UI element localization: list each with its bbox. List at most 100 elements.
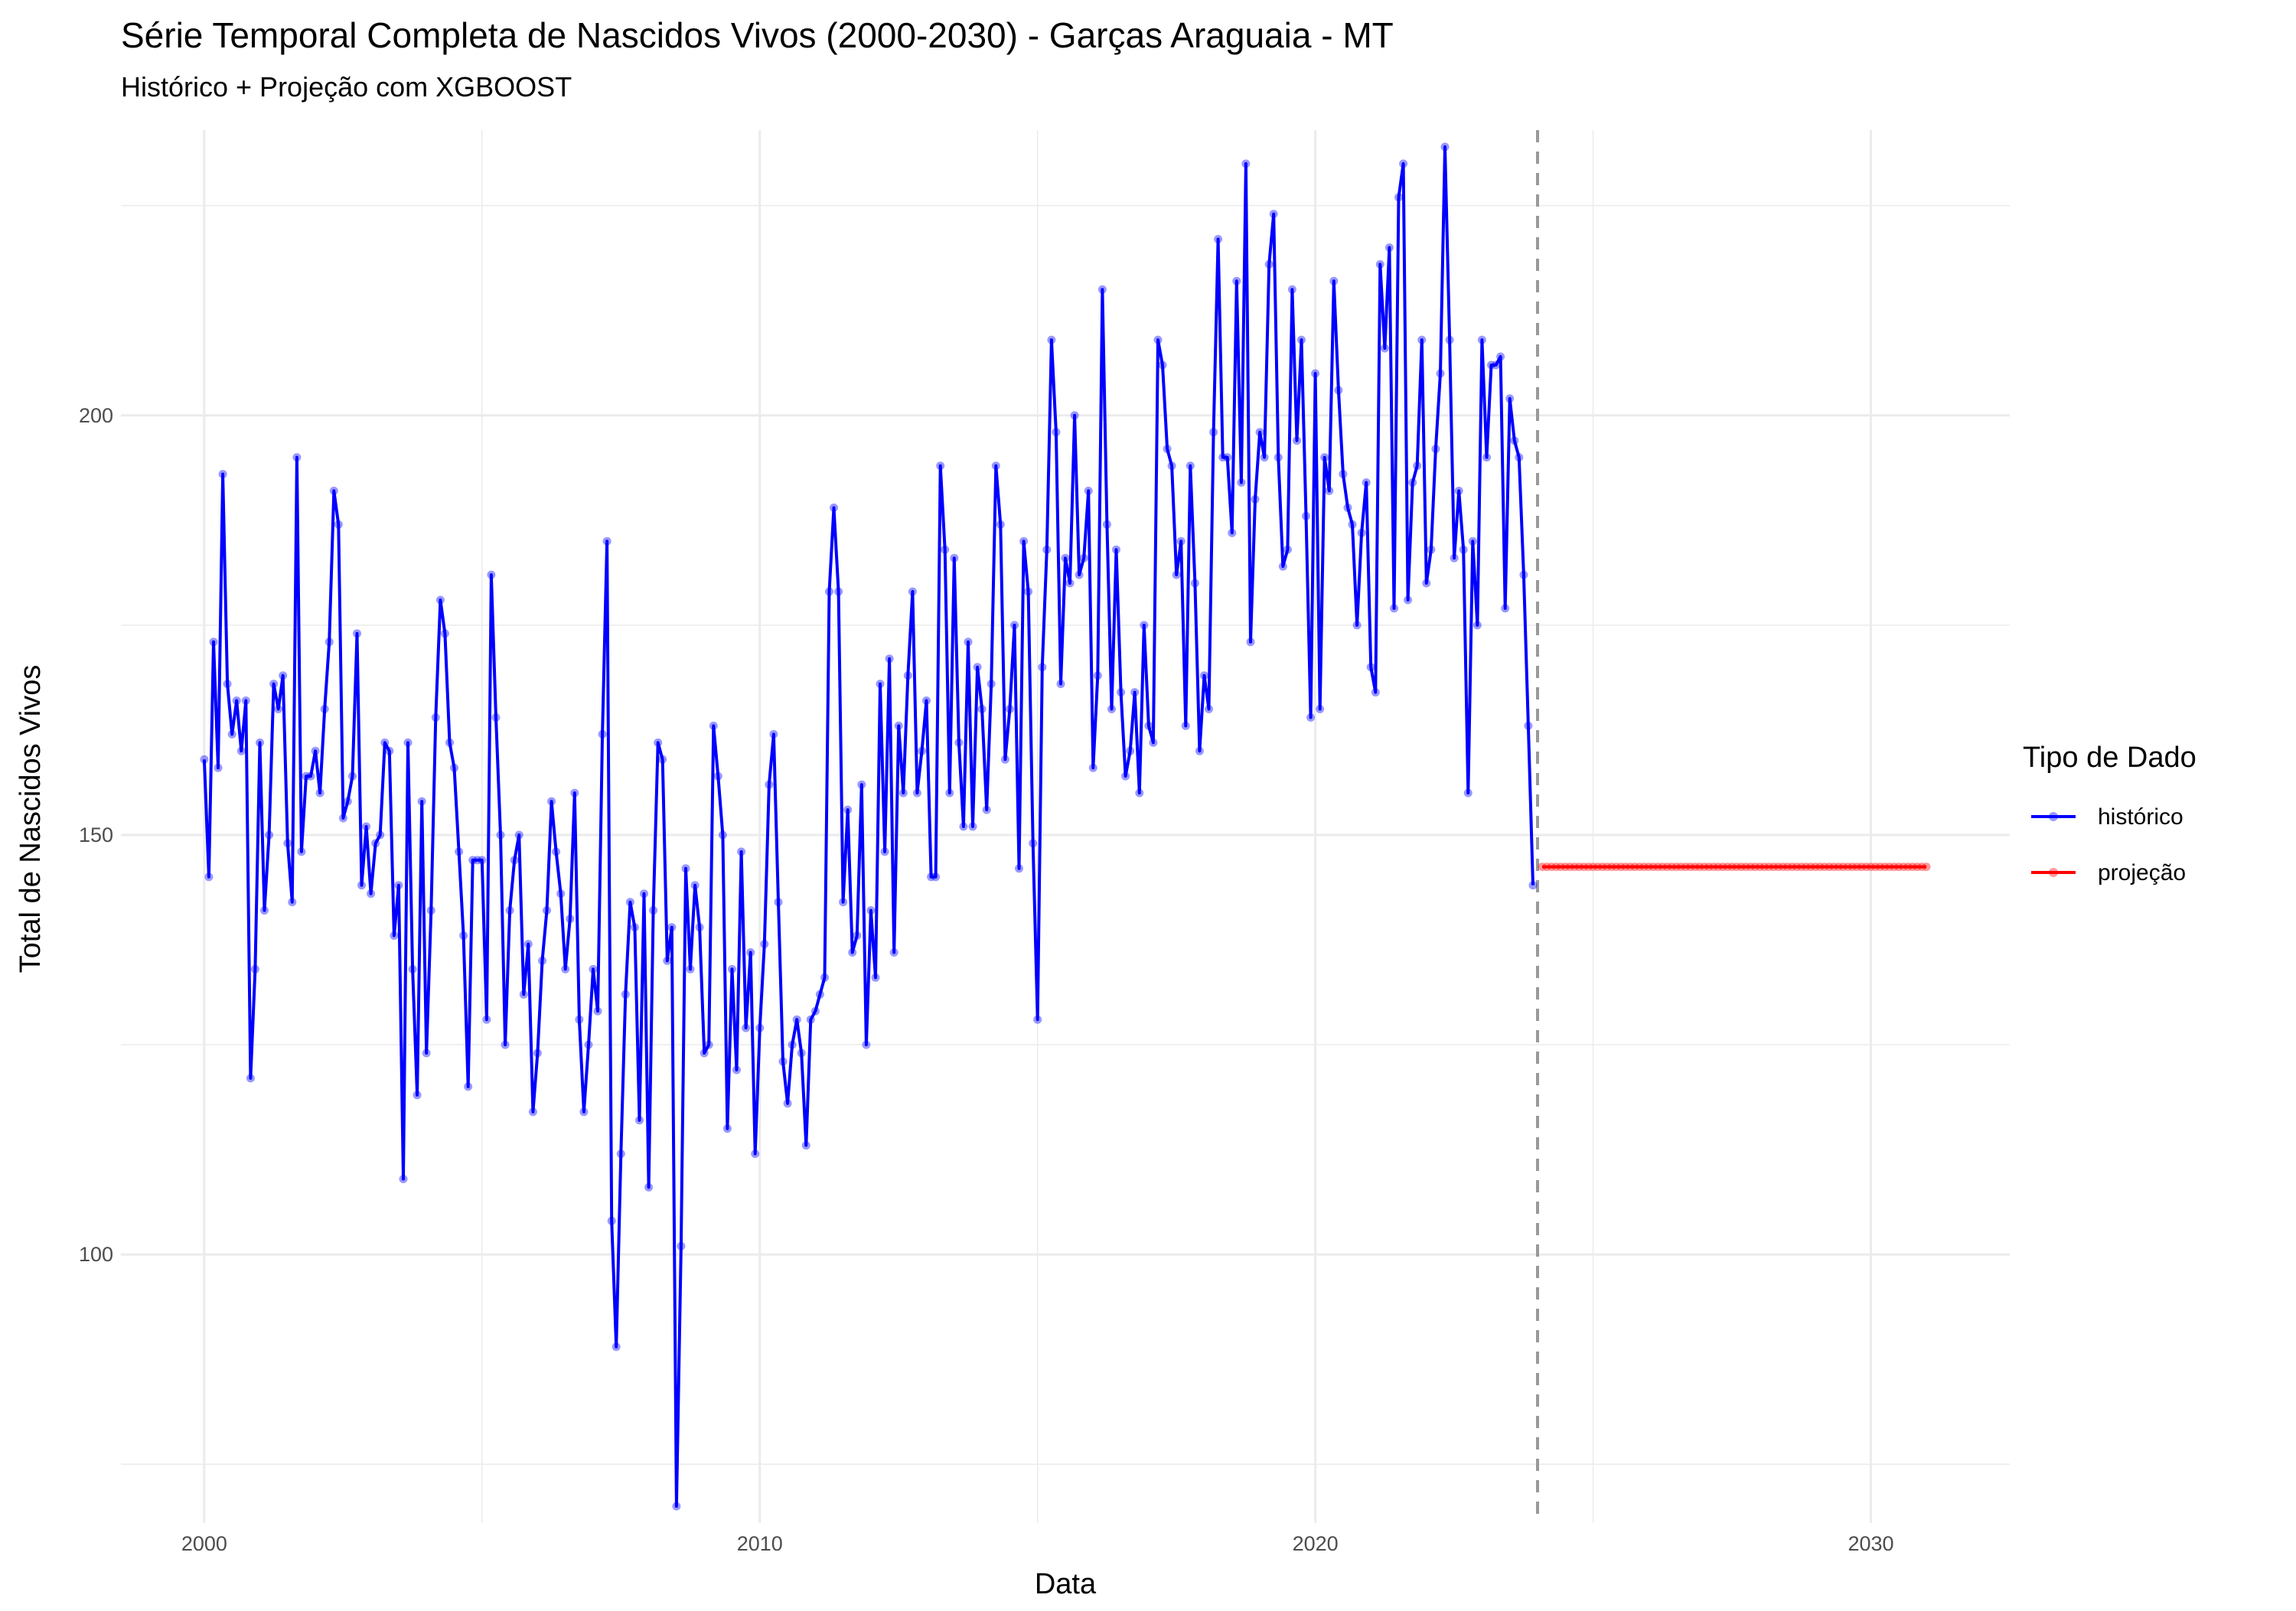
data-point-projecao [1565, 863, 1574, 872]
data-point-historico [1524, 721, 1533, 730]
data-point-projecao [1797, 863, 1806, 872]
data-point-historico [1339, 470, 1348, 478]
data-point-historico [1200, 671, 1208, 680]
data-point-historico [602, 536, 612, 546]
data-point-historico [435, 595, 445, 605]
data-point-historico [1445, 335, 1454, 344]
data-point-historico [403, 738, 413, 747]
data-point-historico [954, 738, 964, 747]
data-point-projecao [1848, 863, 1857, 872]
data-point-historico [1306, 713, 1316, 722]
data-point-historico [1088, 763, 1097, 772]
data-point-historico [1413, 461, 1422, 471]
x-tick-label: 2020 [1293, 1532, 1339, 1555]
data-point-historico [1316, 705, 1325, 713]
y-tick-labels: 100 150 200 [79, 404, 113, 1266]
data-point-historico [695, 923, 704, 932]
data-point-historico [1515, 453, 1524, 462]
data-point-historico [353, 629, 361, 638]
chart-title: Série Temporal Completa de Nascidos Vivo… [121, 15, 1394, 55]
series-projecao [1538, 863, 1931, 872]
data-point-historico [1121, 771, 1130, 781]
data-point-historico [1352, 621, 1362, 630]
data-point-historico [783, 1099, 792, 1108]
data-point-projecao [1644, 863, 1653, 872]
data-point-historico [519, 990, 528, 999]
data-point-projecao [1788, 863, 1797, 872]
data-point-historico [1482, 453, 1491, 462]
data-point-historico [1061, 553, 1070, 563]
data-point-historico [348, 771, 357, 781]
data-point-historico [1459, 545, 1468, 554]
data-point-historico [459, 931, 468, 940]
data-point-historico [681, 864, 690, 873]
data-point-historico [959, 822, 968, 831]
data-point-historico [1320, 453, 1329, 462]
data-point-historico [635, 1116, 644, 1125]
data-point-historico [1501, 604, 1510, 613]
data-point-historico [1163, 445, 1172, 454]
data-point-historico [1015, 864, 1023, 873]
data-point-historico [1362, 478, 1371, 487]
data-point-projecao [1547, 863, 1556, 872]
data-point-projecao [1672, 863, 1681, 872]
data-point-projecao [1908, 863, 1917, 872]
data-point-historico [256, 738, 264, 747]
data-point-historico [283, 839, 292, 848]
data-point-historico [1056, 680, 1065, 689]
data-point-projecao [1871, 863, 1880, 872]
data-point-historico [1112, 545, 1120, 554]
data-point-historico [561, 964, 570, 973]
data-point-projecao [1885, 863, 1894, 872]
x-tick-label: 2030 [1848, 1532, 1893, 1555]
y-tick-label: 100 [79, 1243, 113, 1266]
data-point-historico [1278, 562, 1287, 571]
data-point-historico [1260, 453, 1269, 462]
data-point-historico [769, 729, 778, 739]
data-point-projecao [1538, 863, 1547, 872]
data-point-historico [941, 545, 950, 554]
data-point-historico [570, 788, 579, 797]
data-point-historico [1375, 259, 1384, 269]
data-point-projecao [1806, 863, 1815, 872]
data-point-projecao [1570, 863, 1579, 872]
data-point-historico [408, 964, 417, 973]
data-point-historico [922, 696, 931, 705]
data-point-historico [991, 461, 1000, 471]
data-point-projecao [1561, 863, 1570, 872]
data-point-historico [306, 771, 315, 781]
data-point-historico [367, 889, 376, 898]
data-point-historico [1237, 478, 1246, 487]
x-tick-label: 2010 [737, 1532, 783, 1555]
data-point-historico [690, 881, 700, 890]
data-point-historico [288, 898, 297, 907]
data-point-historico [918, 746, 926, 755]
data-point-historico [1477, 335, 1486, 344]
data-point-historico [964, 638, 973, 647]
data-point-historico [1144, 721, 1153, 730]
data-point-projecao [1542, 863, 1551, 872]
data-point-projecao [1764, 863, 1773, 872]
data-point-historico [663, 956, 672, 965]
data-point-historico [722, 1124, 732, 1133]
data-point-projecao [1862, 863, 1870, 872]
data-point-projecao [1890, 863, 1899, 872]
data-point-historico [579, 1107, 589, 1117]
data-point-historico [223, 680, 232, 689]
data-point-historico [455, 847, 464, 856]
data-point-historico [936, 461, 945, 471]
data-point-historico [880, 847, 889, 856]
data-point-historico [1130, 688, 1140, 697]
data-point-projecao [1917, 863, 1926, 872]
data-point-historico [862, 1040, 871, 1049]
x-axis-label: Data [1035, 1568, 1097, 1600]
data-point-historico [1334, 386, 1343, 395]
data-point-historico [857, 780, 866, 789]
data-point-historico [385, 746, 394, 755]
data-point-historico [644, 1182, 654, 1192]
data-point-projecao [1727, 863, 1737, 872]
data-point-projecao [1695, 863, 1704, 872]
data-point-projecao [1714, 863, 1723, 872]
data-point-historico [1287, 285, 1296, 294]
